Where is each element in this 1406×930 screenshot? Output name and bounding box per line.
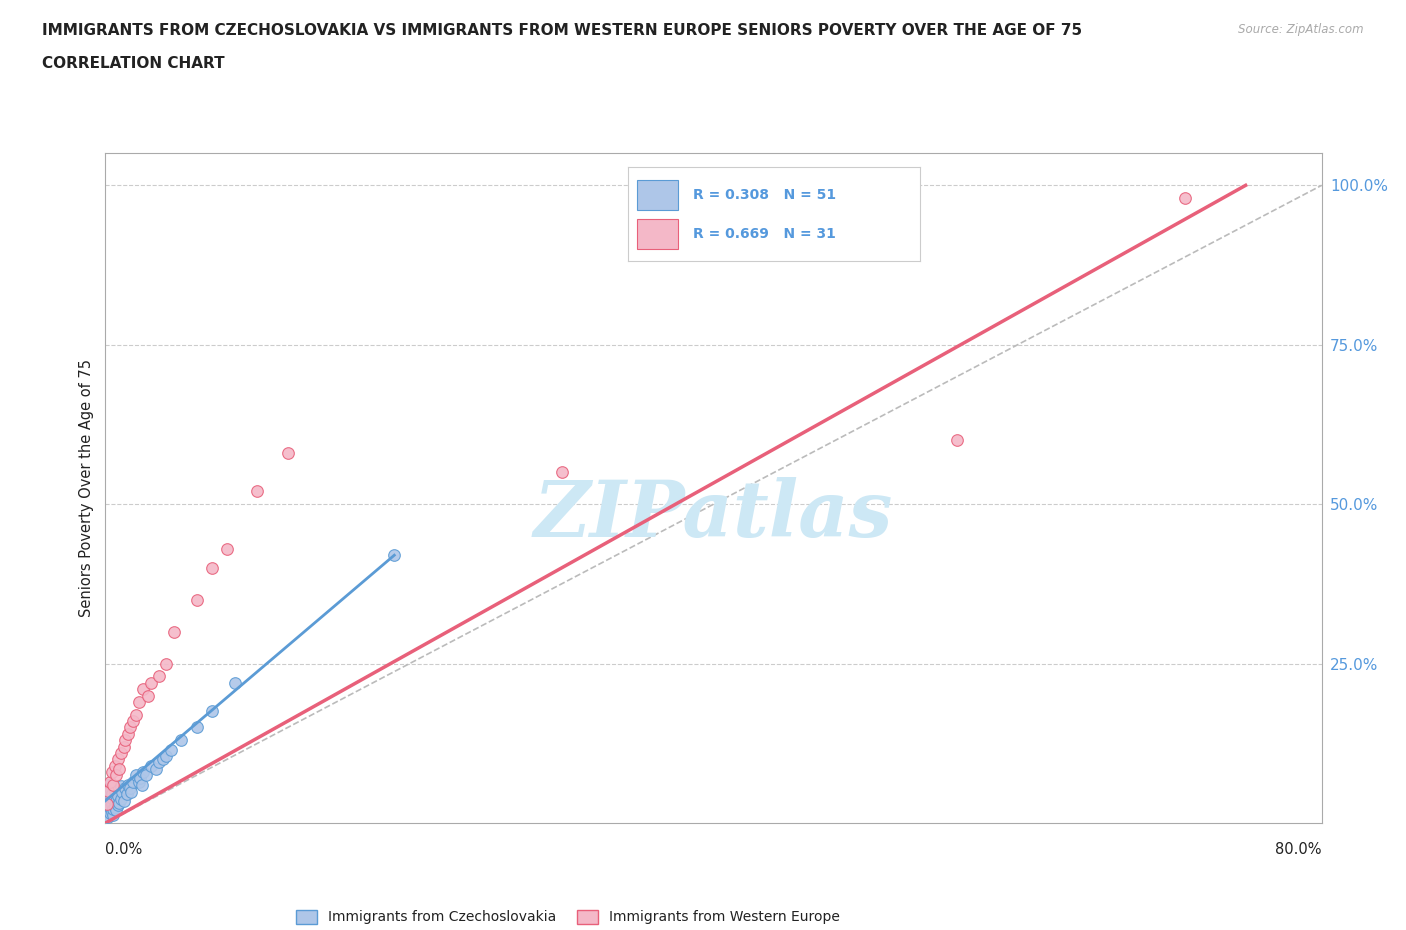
Point [110,791,132,806]
Point [131,777,153,792]
Point [118,720,141,735]
Text: 80.0%: 80.0% [1275,842,1322,857]
Point [105,793,128,808]
Point [155,749,177,764]
Point [118,780,141,795]
Point [96,796,118,811]
Point [128,774,150,789]
Point [115,787,138,802]
Point [98,800,121,815]
Point [97,793,120,808]
Legend: Immigrants from Czechoslovakia, Immigrants from Western Europe: Immigrants from Czechoslovakia, Immigran… [290,904,845,930]
Point [97,809,120,824]
Point [155,657,177,671]
Point [96,803,118,817]
Point [132,764,155,779]
Point [217,541,239,556]
Text: 0.0%: 0.0% [105,842,142,857]
Text: CORRELATION CHART: CORRELATION CHART [42,56,225,71]
Point [121,713,143,728]
Point [112,793,135,808]
Point [135,768,157,783]
Point [103,758,125,773]
Point [148,755,170,770]
Point [945,433,967,448]
Point [110,778,132,793]
Point [97,777,120,792]
Point [186,592,208,607]
Point [550,465,572,480]
Point [125,707,148,722]
Point [201,561,224,576]
Point [139,675,162,690]
Point [98,806,121,821]
Point [224,675,246,690]
Point [128,695,150,710]
Point [114,780,136,795]
Point [136,688,159,703]
Point [107,798,129,813]
Point [139,758,162,773]
Point [97,803,120,817]
Point [132,682,155,697]
Point [129,771,152,786]
Point [101,777,124,792]
Point [114,733,136,748]
Point [148,669,170,684]
Point [152,751,174,766]
Point [186,720,208,735]
Point [101,808,124,823]
Point [103,800,125,815]
Point [121,774,143,789]
Text: IMMIGRANTS FROM CZECHOSLOVAKIA VS IMMIGRANTS FROM WESTERN EUROPE SENIORS POVERTY: IMMIGRANTS FROM CZECHOSLOVAKIA VS IMMIGR… [42,23,1083,38]
Text: ZIPatlas: ZIPatlas [534,477,893,553]
Point [98,774,121,789]
Point [111,785,134,800]
Point [100,764,122,779]
Point [100,787,122,802]
Point [100,804,122,819]
Point [277,445,299,460]
Point [1174,191,1197,206]
Text: Source: ZipAtlas.com: Source: ZipAtlas.com [1239,23,1364,36]
Point [96,784,118,799]
Point [125,768,148,783]
Point [159,742,181,757]
Point [105,768,128,783]
Point [110,746,132,761]
Point [105,803,128,817]
Point [120,785,142,800]
Point [107,751,129,766]
Point [103,784,125,799]
Point [98,780,121,795]
Point [108,762,131,777]
Y-axis label: Seniors Poverty Over the Age of 75: Seniors Poverty Over the Age of 75 [79,359,94,618]
Point [96,796,118,811]
Point [170,733,193,748]
Point [112,739,135,754]
Point [163,624,186,639]
Point [382,548,405,563]
Point [145,762,167,777]
Point [108,795,131,810]
Point [98,790,121,805]
Point [97,784,120,799]
Point [117,777,139,792]
Point [201,704,224,719]
Point [101,791,124,806]
Point [246,484,269,498]
Point [107,789,129,804]
Point [117,726,139,741]
Point [101,802,124,817]
Point [100,796,122,811]
